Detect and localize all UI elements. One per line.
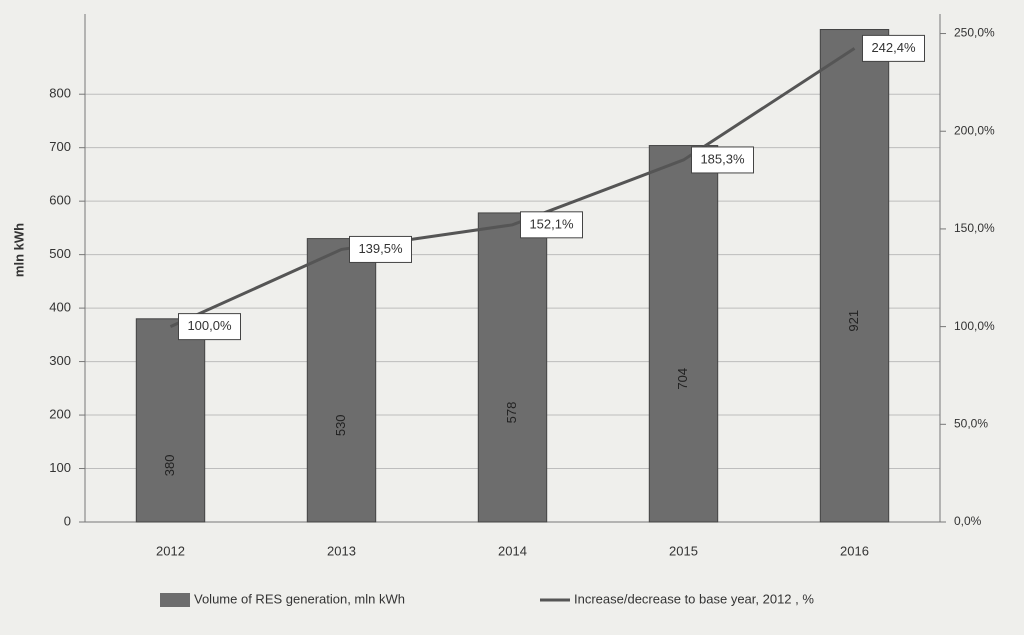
bar-value-label: 530: [333, 414, 348, 436]
data-label: 185,3%: [700, 151, 745, 166]
y-axis-label: mln kWh: [11, 223, 26, 277]
x-tick-label: 2014: [498, 543, 527, 558]
bar: [477, 212, 548, 523]
legend-swatch: [160, 593, 190, 607]
y2-tick-label: 100,0%: [954, 319, 995, 333]
x-tick-label: 2016: [840, 543, 869, 558]
bar-value-label: 578: [504, 402, 519, 424]
bar: [306, 238, 377, 523]
bar: [819, 29, 890, 523]
x-tick-label: 2012: [156, 543, 185, 558]
bar: [135, 318, 206, 523]
y-tick-label: 0: [64, 513, 71, 528]
bar: [648, 145, 719, 523]
data-label-box: [520, 211, 583, 239]
y-tick-label: 300: [49, 353, 71, 368]
line: [169, 47, 856, 328]
x-tick-label: 2013: [327, 543, 356, 558]
y-tick-label: 800: [49, 86, 71, 101]
y-tick-label: 400: [49, 300, 71, 315]
data-label: 100,0%: [187, 318, 232, 333]
data-label-box: [178, 313, 241, 341]
y-tick-label: 600: [49, 193, 71, 208]
y2-tick-label: 200,0%: [954, 123, 995, 137]
y-tick-label: 700: [49, 139, 71, 154]
data-label: 139,5%: [358, 241, 403, 256]
bar-value-label: 704: [675, 368, 690, 390]
y2-tick-label: 0,0%: [954, 514, 982, 528]
bar-value-label: 380: [162, 455, 177, 477]
data-label: 242,4%: [871, 40, 916, 55]
data-label: 152,1%: [529, 216, 574, 231]
y2-tick-label: 50,0%: [954, 416, 988, 430]
legend-label: Volume of RES generation, mln kWh: [194, 591, 405, 606]
y-tick-label: 500: [49, 246, 71, 261]
y2-tick-label: 250,0%: [954, 26, 995, 40]
y2-tick-label: 150,0%: [954, 221, 995, 235]
y-tick-label: 200: [49, 406, 71, 421]
data-label-box: [862, 34, 925, 62]
data-label-box: [349, 235, 412, 263]
legend-label: Increase/decrease to base year, 2012 , %: [574, 591, 814, 606]
data-label-box: [691, 146, 754, 174]
x-tick-label: 2015: [669, 543, 698, 558]
y-tick-label: 100: [49, 460, 71, 475]
bar-value-label: 921: [846, 310, 861, 332]
